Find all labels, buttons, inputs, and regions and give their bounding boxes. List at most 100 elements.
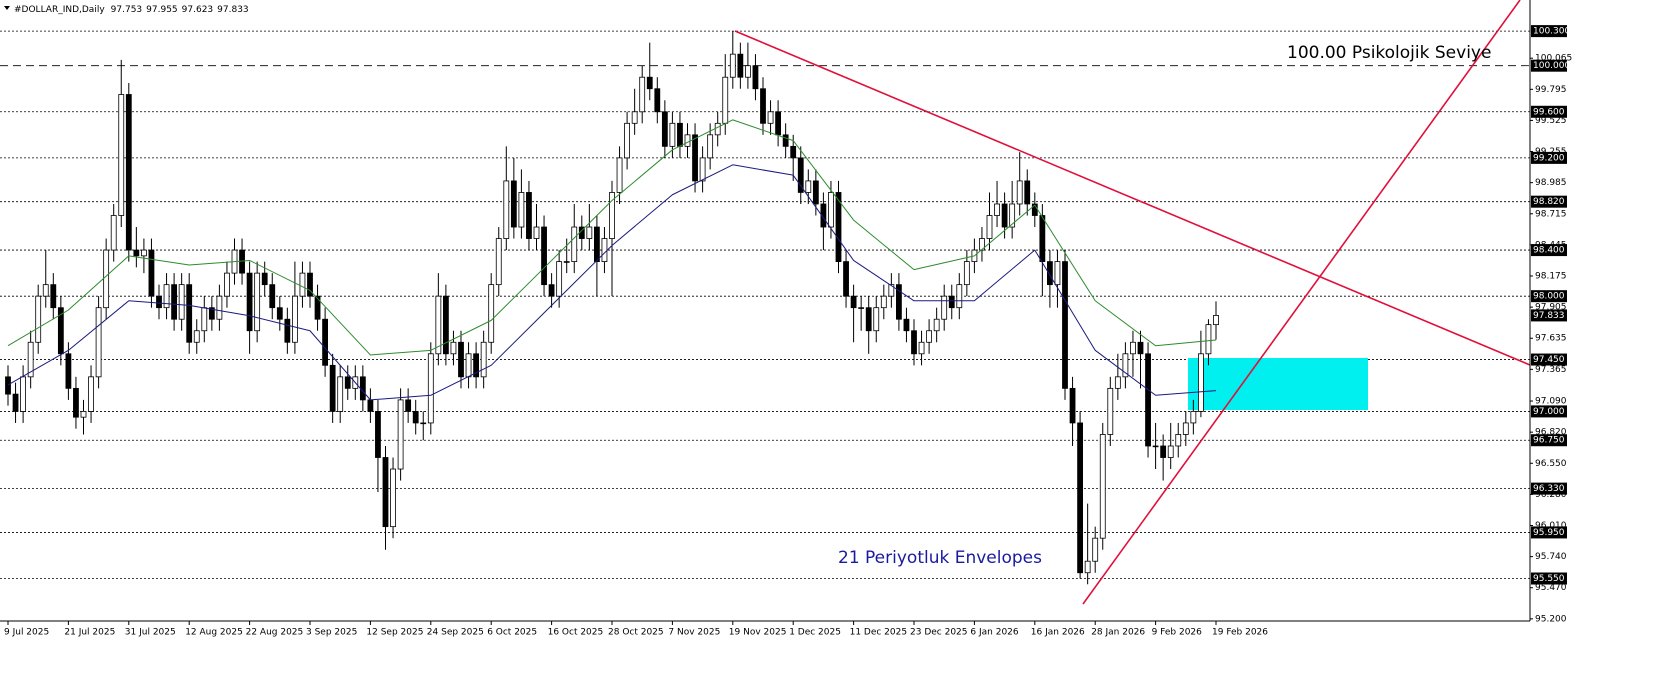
- candle-body: [956, 284, 963, 309]
- candle-body: [714, 122, 721, 136]
- candle-body: [27, 341, 34, 378]
- candle-body: [284, 318, 291, 343]
- candle-body: [337, 376, 344, 412]
- x-tick-label: 9 Jul 2025: [4, 628, 49, 638]
- candle-body: [503, 180, 510, 239]
- candle-body: [767, 111, 774, 124]
- x-tick-label: 24 Sep 2025: [427, 628, 484, 638]
- candle-body: [986, 215, 993, 239]
- candle-body: [163, 284, 170, 309]
- candle-body: [35, 295, 42, 343]
- candle-body: [261, 272, 268, 286]
- price-label-box: [1531, 309, 1567, 322]
- level-label-box: [1531, 290, 1567, 303]
- candle-body: [118, 94, 125, 216]
- candle-body: [1190, 411, 1197, 424]
- candle-body: [888, 284, 895, 297]
- price-label: 97.833: [1533, 311, 1565, 321]
- candle-body: [299, 272, 306, 297]
- candle-body: [812, 180, 819, 205]
- level-label: 97.450: [1533, 355, 1565, 365]
- candle-body: [760, 88, 766, 124]
- candle-body: [594, 226, 600, 262]
- candle-body: [314, 295, 321, 320]
- level-label-box: [1531, 244, 1567, 257]
- candle-body: [495, 238, 502, 286]
- candle-body: [609, 192, 615, 239]
- candle-body: [405, 399, 412, 412]
- candle-body: [322, 318, 329, 366]
- y-tick-label: 96.820: [1535, 428, 1567, 438]
- level-label-box: [1531, 482, 1567, 495]
- menu-icon: [4, 6, 10, 10]
- candle-body: [1107, 387, 1114, 435]
- x-tick-label: 31 Jul 2025: [125, 628, 176, 638]
- y-tick-label: 96.280: [1535, 490, 1567, 500]
- x-tick-label: 28 Oct 2025: [608, 628, 664, 638]
- candle-body: [193, 330, 200, 343]
- candle-body: [1167, 445, 1174, 458]
- x-tick-label: 28 Jan 2026: [1091, 628, 1145, 638]
- candle-body: [269, 284, 276, 309]
- candle-body: [458, 341, 464, 378]
- y-tick-label: 98.985: [1535, 178, 1567, 188]
- candle-body: [382, 457, 389, 528]
- candle-body: [948, 295, 955, 309]
- candle-body: [359, 376, 366, 401]
- candle-body: [903, 318, 910, 332]
- candle-body: [865, 307, 872, 332]
- x-tick-label: 1 Dec 2025: [789, 628, 841, 638]
- level-label: 100.000: [1533, 61, 1570, 71]
- candle-body: [12, 393, 19, 412]
- candle-body: [737, 53, 744, 78]
- demand-zone: [1188, 358, 1368, 410]
- up-trendline: [1082, 0, 1521, 605]
- candle-body: [1175, 434, 1182, 447]
- candle-body: [926, 330, 932, 343]
- candle-body: [367, 399, 374, 412]
- candle-body: [994, 203, 1000, 216]
- candle-body: [420, 422, 427, 425]
- candle-body: [450, 341, 457, 355]
- level-label: 99.600: [1533, 107, 1565, 117]
- candle-body: [442, 295, 449, 355]
- candle-body: [828, 192, 834, 228]
- candle-body: [1084, 560, 1091, 574]
- candle-body: [133, 249, 140, 257]
- y-tick-label: 97.635: [1535, 334, 1567, 344]
- candle-body: [631, 111, 638, 124]
- x-tick-label: 12 Sep 2025: [366, 628, 423, 638]
- candle-body: [488, 284, 495, 343]
- candle-body: [941, 295, 948, 320]
- symbol: #DOLLAR_IND,Daily: [14, 5, 105, 15]
- candle-body: [435, 295, 442, 355]
- candle-body: [216, 295, 223, 320]
- envelope-line: [7, 119, 1217, 356]
- x-tick-label: 12 Aug 2025: [185, 628, 243, 638]
- candle-body: [465, 353, 472, 378]
- candle-body: [473, 353, 480, 378]
- level-label-box: [1531, 105, 1567, 118]
- candle-body: [148, 249, 155, 297]
- candle-body: [963, 261, 970, 286]
- candle-body: [344, 376, 351, 389]
- y-tick-label: 95.740: [1535, 552, 1567, 562]
- candle-body: [254, 272, 261, 332]
- level-label: 98.400: [1533, 246, 1565, 256]
- x-tick-label: 16 Oct 2025: [548, 628, 604, 638]
- candle-body: [1001, 203, 1008, 228]
- candle-body: [797, 157, 804, 193]
- annotation: 100.00 Psikolojik Seviye: [1287, 43, 1491, 63]
- candle-body: [480, 341, 487, 378]
- candle-body: [1047, 261, 1053, 286]
- candle-body: [729, 53, 736, 78]
- candle-body: [858, 307, 865, 309]
- level-label-box: [1531, 572, 1567, 585]
- x-tick-label: 22 Aug 2025: [246, 628, 304, 638]
- candle-body: [329, 364, 336, 412]
- candle-body: [208, 307, 215, 320]
- annotation: 21 Periyotluk Envelopes: [838, 548, 1042, 568]
- candle-body: [692, 134, 698, 182]
- candle-body: [1069, 387, 1076, 424]
- candle-body: [1016, 180, 1023, 205]
